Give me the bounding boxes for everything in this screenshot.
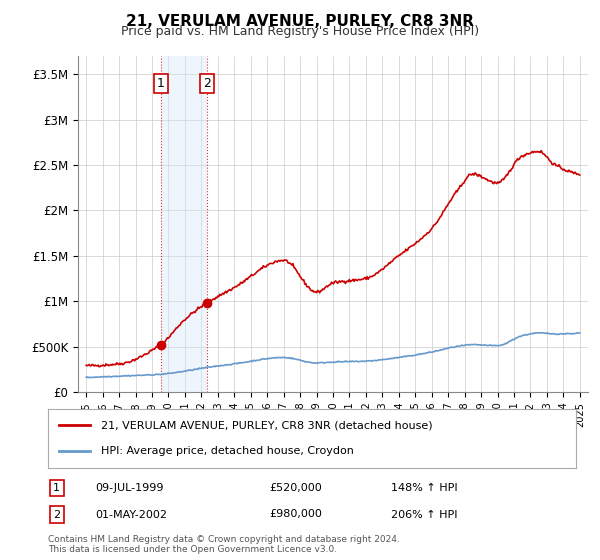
Text: 206% ↑ HPI: 206% ↑ HPI [391, 510, 458, 520]
Text: 01-MAY-2002: 01-MAY-2002 [95, 510, 167, 520]
Text: 21, VERULAM AVENUE, PURLEY, CR8 3NR: 21, VERULAM AVENUE, PURLEY, CR8 3NR [126, 14, 474, 29]
Text: 148% ↑ HPI: 148% ↑ HPI [391, 483, 458, 493]
Text: £980,000: £980,000 [270, 510, 323, 520]
Text: Price paid vs. HM Land Registry's House Price Index (HPI): Price paid vs. HM Land Registry's House … [121, 25, 479, 38]
Text: 1: 1 [157, 77, 164, 90]
Bar [161, 56, 207, 392]
Text: Contains HM Land Registry data © Crown copyright and database right 2024.
This d: Contains HM Land Registry data © Crown c… [48, 535, 400, 554]
Text: 09-JUL-1999: 09-JUL-1999 [95, 483, 164, 493]
Text: 2: 2 [53, 510, 61, 520]
Text: 2: 2 [203, 77, 211, 90]
Text: 21, VERULAM AVENUE, PURLEY, CR8 3NR (detached house): 21, VERULAM AVENUE, PURLEY, CR8 3NR (det… [101, 420, 433, 430]
Text: HPI: Average price, detached house, Croydon: HPI: Average price, detached house, Croy… [101, 446, 353, 456]
Text: 1: 1 [53, 483, 60, 493]
Text: £520,000: £520,000 [270, 483, 323, 493]
